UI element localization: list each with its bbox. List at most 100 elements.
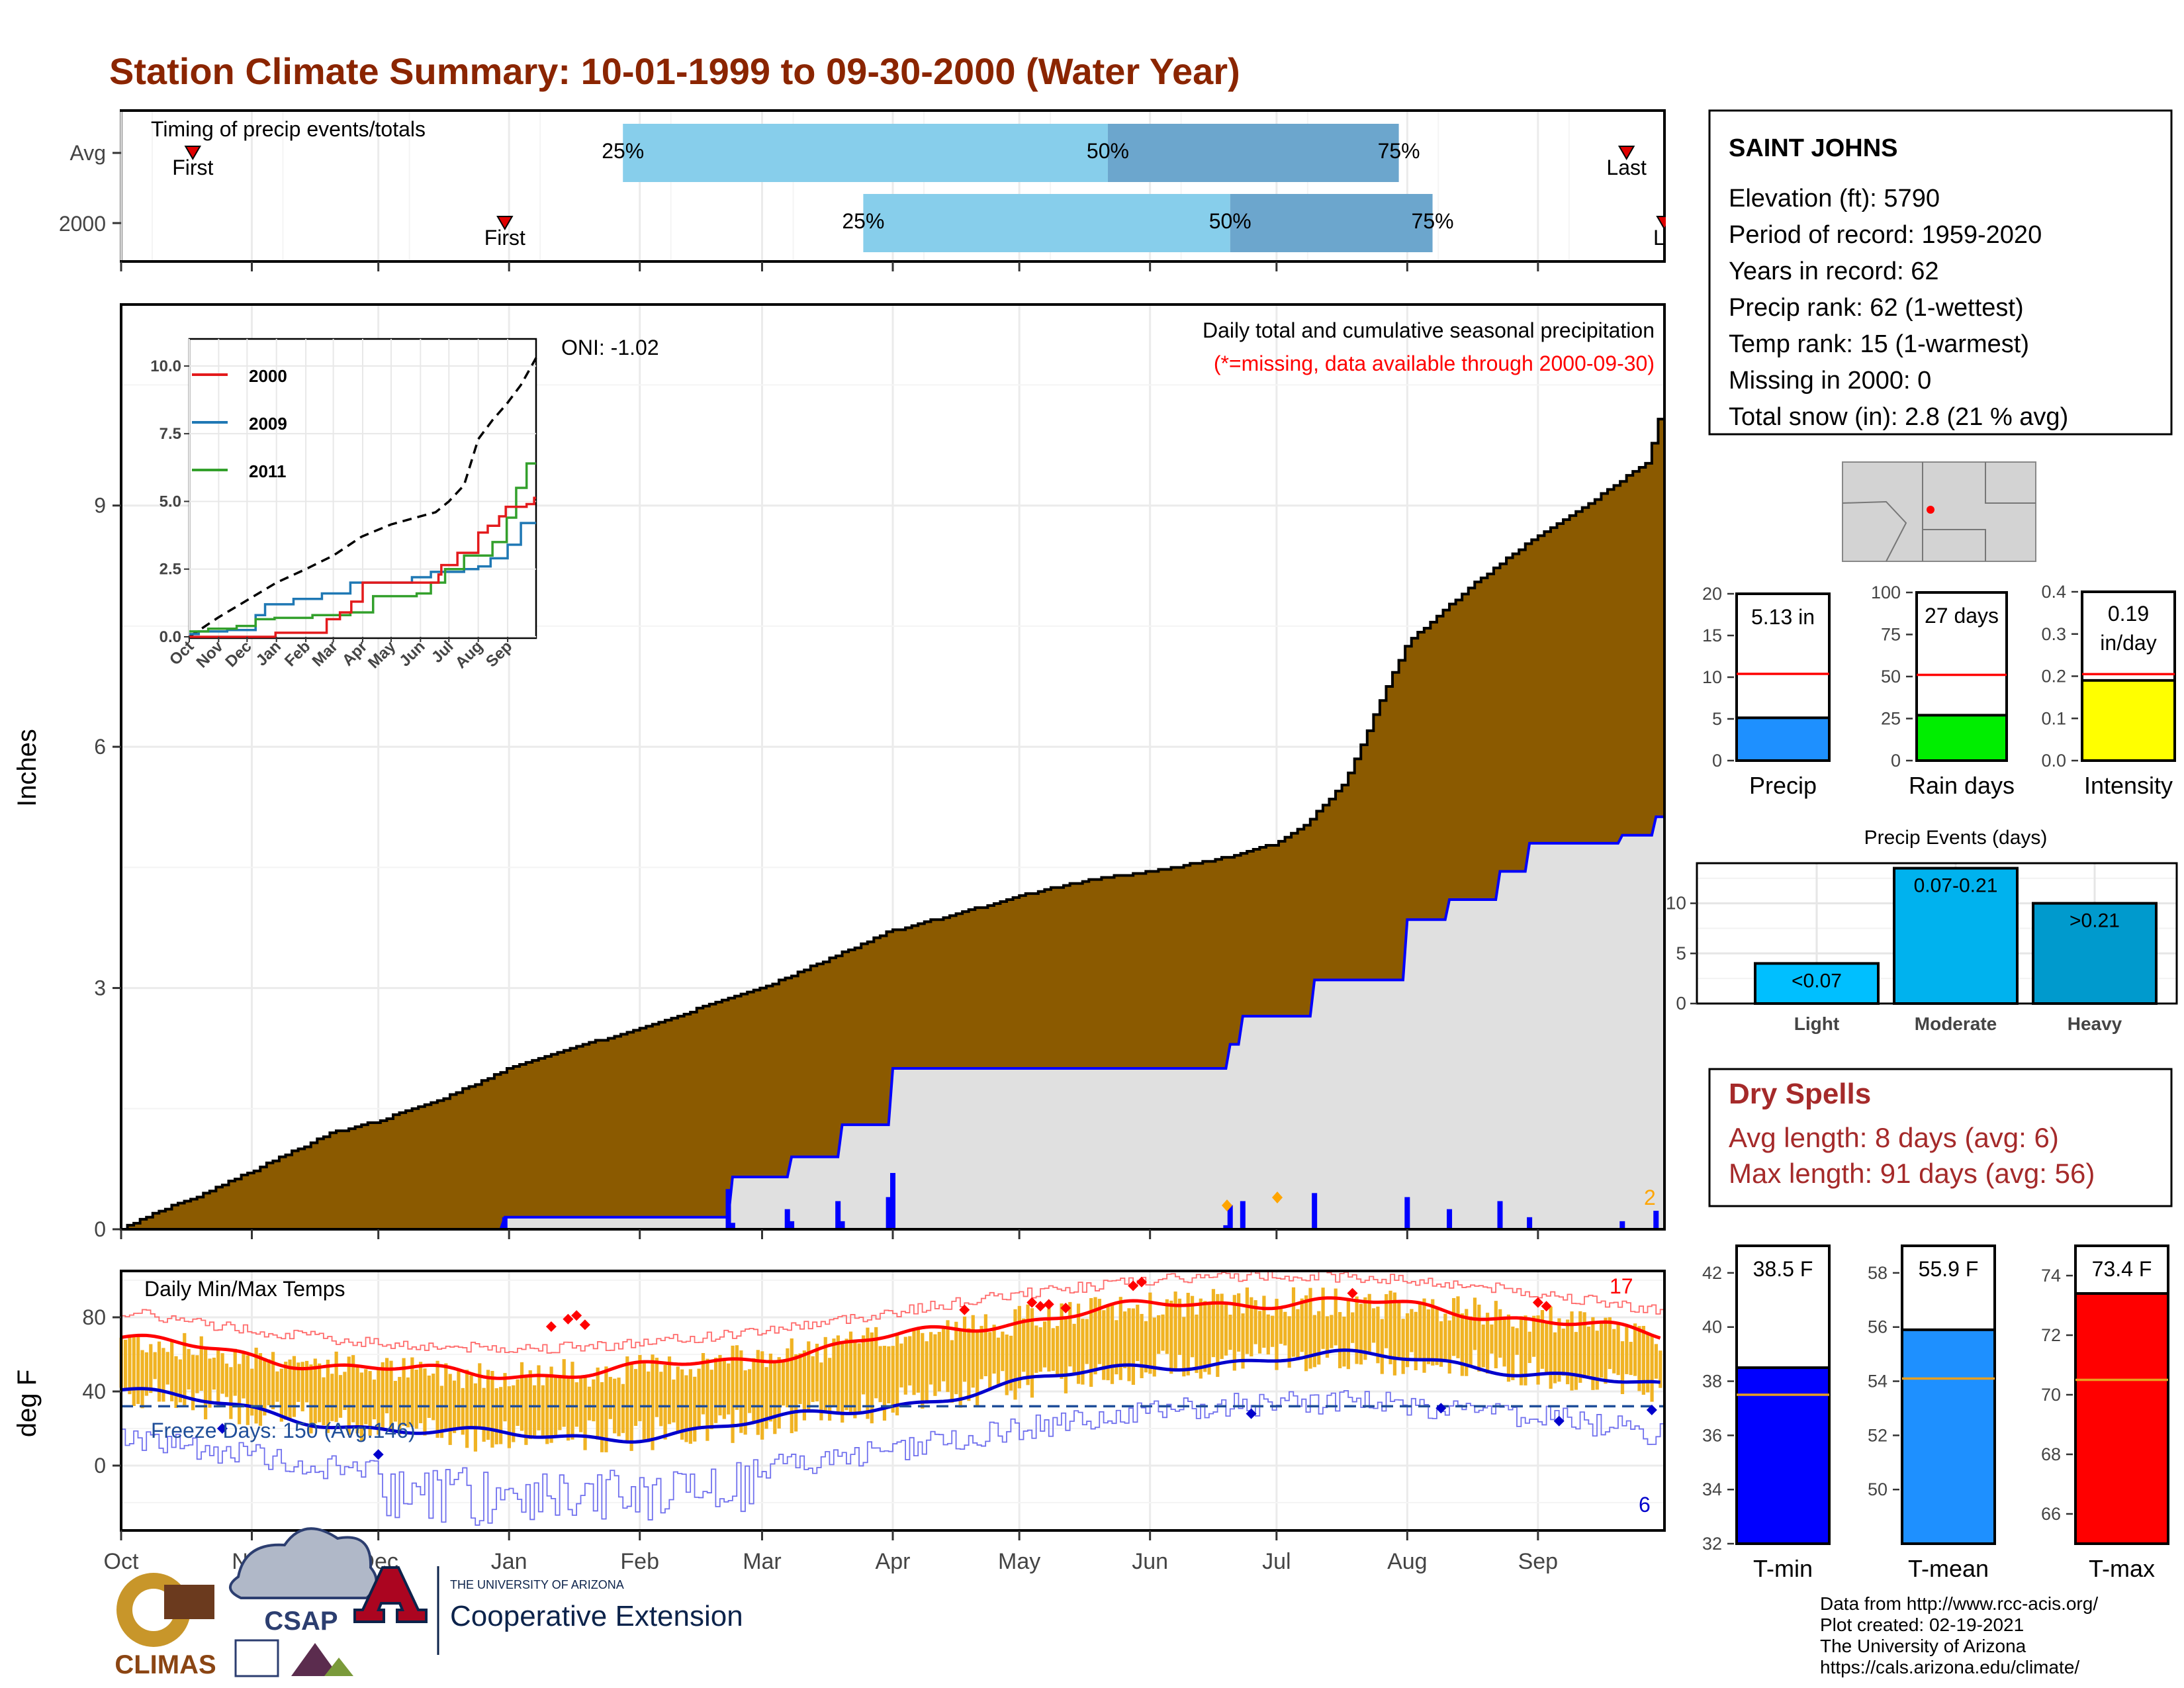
temp-range-bar xyxy=(1469,1316,1473,1368)
events-y-tick-label: 0 xyxy=(1676,993,1686,1013)
gauge-tick-label: 54 xyxy=(1868,1372,1888,1391)
gauge-tick-label: 0 xyxy=(1712,751,1722,771)
precip-y-tick-label: 0 xyxy=(94,1217,106,1241)
temp-range-bar xyxy=(1279,1307,1283,1344)
temp-range-bar xyxy=(857,1343,861,1413)
temp-range-bar xyxy=(574,1382,578,1427)
temp-range-bar xyxy=(414,1370,418,1429)
temp-range-bar xyxy=(895,1333,899,1416)
temp-range-bar xyxy=(271,1352,275,1409)
events-frame xyxy=(1696,862,2178,1005)
temp-range-bar xyxy=(1494,1301,1498,1369)
temp-range-bar xyxy=(318,1363,322,1423)
temp-range-bar xyxy=(195,1355,199,1393)
temp-range-bar xyxy=(1237,1293,1241,1352)
events-bars: <0.07 Light 0.07-0.21 Moderate >0.21 Heavy 0 5 1… xyxy=(1666,862,2178,1034)
temp-range-bar xyxy=(566,1378,570,1441)
temp-range-bar xyxy=(191,1354,195,1411)
timing-bar-q25-q50 xyxy=(863,194,1230,252)
month-label-feb: Feb xyxy=(620,1549,659,1574)
temp-range-bar xyxy=(1266,1314,1270,1355)
month-label-oct: Oct xyxy=(104,1549,139,1574)
temp-range-bar xyxy=(1001,1331,1005,1372)
timing-first-label: First xyxy=(484,226,525,250)
temp-range-bar xyxy=(950,1340,954,1403)
dry-spells-avg: Avg length: 8 days (avg: 6) xyxy=(1729,1122,2059,1153)
temp-range-bar xyxy=(482,1387,486,1442)
gauge-value-bar xyxy=(1735,1366,1831,1545)
temp-range-bar xyxy=(439,1385,444,1438)
temp-record-marker xyxy=(1128,1280,1139,1291)
timing-label: Timing of precip events/totals xyxy=(151,117,426,141)
temp-range-bar xyxy=(1291,1287,1296,1357)
temp-range-bar xyxy=(1056,1326,1060,1376)
temp-range-bar xyxy=(1232,1295,1236,1371)
temp-range-bar xyxy=(583,1376,587,1450)
temp-range-bar xyxy=(1312,1315,1316,1368)
temp-range-bar xyxy=(1207,1303,1211,1375)
temp-range-bar xyxy=(1443,1313,1447,1362)
timing-first-marker xyxy=(184,146,202,160)
temp-range-bar xyxy=(153,1352,157,1380)
gauge-tick-label: 70 xyxy=(2041,1385,2061,1405)
temp-range-bar xyxy=(709,1370,713,1430)
temp-record-marker xyxy=(1136,1276,1147,1288)
temp-range-bar xyxy=(1637,1326,1641,1391)
temp-record-marker xyxy=(545,1321,557,1332)
temp-range-bar xyxy=(1017,1305,1021,1389)
temp-range-bar xyxy=(199,1336,203,1391)
temp-range-bar xyxy=(562,1359,566,1427)
temp-range-bar xyxy=(410,1357,414,1427)
month-label-jun: Jun xyxy=(1132,1549,1168,1574)
gauge-tick-label: 0.0 xyxy=(2041,751,2066,771)
precip-daily-bar xyxy=(784,1209,790,1229)
temp-range-bar xyxy=(174,1356,178,1408)
precip-daily-bar xyxy=(839,1221,845,1229)
temp-range-bar xyxy=(1076,1303,1081,1384)
gauge-tick-label: 32 xyxy=(1702,1534,1722,1554)
temp-range-bar xyxy=(1557,1318,1561,1382)
precip-daily-bar xyxy=(1527,1217,1533,1229)
temp-range-bar xyxy=(1447,1320,1451,1374)
temp-range-bar xyxy=(402,1358,406,1427)
temp-range-bar xyxy=(958,1330,962,1408)
precip-event-markers xyxy=(1222,1192,1283,1211)
temp-range-bar xyxy=(1629,1342,1633,1376)
temp-range-bar xyxy=(132,1335,136,1407)
temp-y-tick-label: 80 xyxy=(82,1305,106,1329)
gauge-value-bar xyxy=(2081,679,2176,762)
events-title: Precip Events (days) xyxy=(1864,827,2048,849)
temp-range-bar xyxy=(1304,1295,1308,1372)
gauge-value-bar xyxy=(1901,1328,1996,1546)
gauge-tick-label: 52 xyxy=(1868,1425,1888,1445)
temp-range-bar xyxy=(773,1360,777,1434)
station-name: SAINT JOHNS xyxy=(1729,134,1897,162)
inset-legend-2000: 2000 xyxy=(249,366,287,386)
events-bar-label: 0.07-0.21 xyxy=(1914,875,1998,897)
gauge-label: Precip xyxy=(1749,772,1817,799)
temp-y-label: deg F xyxy=(13,1370,42,1437)
temp-range-bar xyxy=(161,1348,165,1402)
temp-range-bar xyxy=(1506,1314,1511,1382)
temp-range-bar xyxy=(942,1326,946,1382)
precip-daily-bar xyxy=(1653,1211,1659,1229)
temp-range-bar xyxy=(372,1380,377,1420)
temp-range-bar xyxy=(625,1356,629,1442)
temp-range-bar xyxy=(183,1333,187,1406)
temp-range-bar xyxy=(330,1374,334,1421)
ua-logo-big-text: Cooperative Extension xyxy=(450,1600,743,1632)
temp-range-bar xyxy=(359,1372,363,1442)
dry-spells-title: Dry Spells xyxy=(1729,1078,1871,1110)
gauge-tick-label: 15 xyxy=(1702,626,1722,645)
temp-range-bar xyxy=(1650,1336,1654,1402)
gauge-tick-label: 74 xyxy=(2041,1266,2061,1286)
precip-y-tick-label: 9 xyxy=(94,494,106,518)
temp-range-bar xyxy=(608,1377,612,1419)
temp-range-bar xyxy=(1338,1312,1342,1368)
temp-range-bar xyxy=(1106,1306,1110,1381)
temp-range-bar xyxy=(1030,1308,1034,1398)
gauge-value-label-unit: in/day xyxy=(2100,631,2156,655)
temp-range-bar xyxy=(1089,1297,1093,1387)
